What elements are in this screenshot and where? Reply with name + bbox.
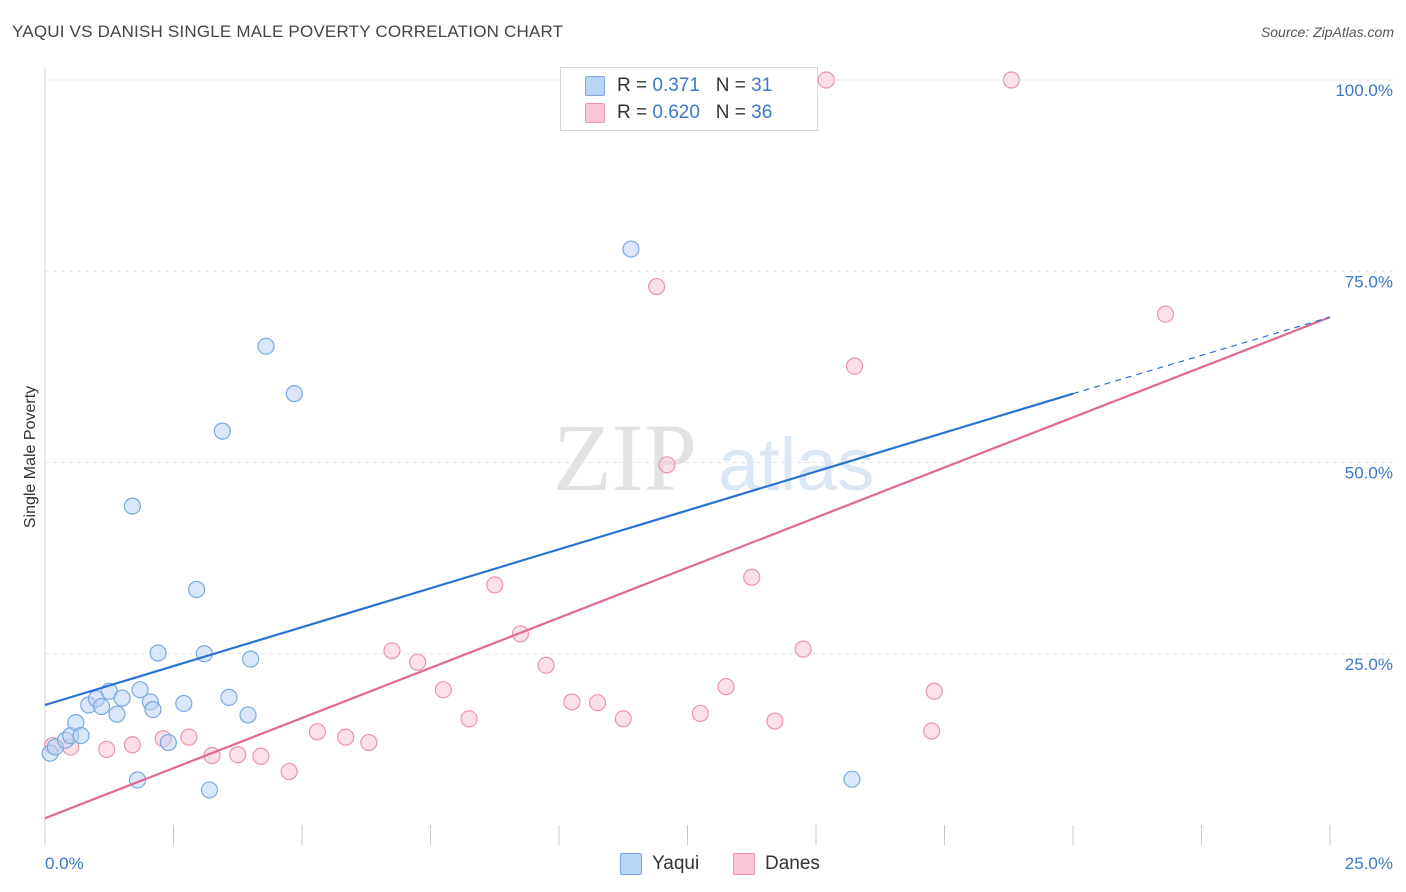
- yaqui-point-10: [108, 705, 126, 723]
- danes-point-7: [229, 746, 247, 764]
- yaqui-point-19: [175, 694, 193, 713]
- danes-point-10: [308, 723, 327, 741]
- yaqui-trend-line: [44, 392, 1074, 707]
- danes-point-12: [360, 733, 378, 752]
- danes-point-29: [794, 640, 812, 658]
- danes-point-16: [460, 710, 478, 728]
- bottom-legend-danes: Danes: [733, 851, 820, 877]
- x-tick-label-1: 25.0%: [1345, 854, 1393, 873]
- watermark: ZIP atlas: [553, 404, 874, 511]
- y-axis-label: Single Male Poverty: [22, 386, 39, 528]
- danes-r-label: R =: [617, 102, 653, 123]
- danes-point-15: [434, 681, 452, 699]
- yaqui-point-23: [213, 422, 231, 440]
- danes-point-11: [337, 728, 355, 746]
- yaqui-point-24: [220, 688, 238, 706]
- danes-point-13: [383, 642, 401, 660]
- danes-point-21: [588, 694, 607, 712]
- yaqui-point-30: [843, 770, 861, 788]
- danes-point-25: [691, 704, 709, 723]
- yaqui-point-20: [188, 580, 206, 599]
- danes-point-33: [925, 682, 943, 700]
- danes-point-34: [1002, 71, 1020, 89]
- y-tick-label-3: 100.0%: [1335, 81, 1393, 100]
- yaqui-point-27: [257, 337, 275, 355]
- danes-point-23: [648, 277, 666, 296]
- yaqui-n-value: 31: [751, 75, 773, 96]
- danes-point-24: [658, 456, 676, 474]
- yaqui-r-value: 0.371: [652, 75, 700, 96]
- correlation-legend: R = 0.371 N = 31 R = 0.620 N = 36: [560, 67, 818, 131]
- yaqui-point-25: [239, 706, 257, 724]
- yaqui-point-14: [131, 681, 149, 699]
- danes-point-32: [923, 722, 941, 740]
- legend-row-yaqui: R = 0.371 N = 31: [585, 73, 773, 99]
- yaqui-n-label: N =: [715, 75, 752, 96]
- danes-point-9: [280, 762, 298, 781]
- danes-swatch: [585, 103, 605, 123]
- y-tick-label-2: 75.0%: [1345, 272, 1393, 291]
- yaqui-point-17: [149, 644, 167, 662]
- yaqui-point-26: [242, 650, 260, 668]
- chart-title: YAQUI VS DANISH SINGLE MALE POVERTY CORR…: [12, 22, 564, 41]
- danes-point-8: [252, 747, 270, 765]
- danes-point-19: [537, 656, 555, 674]
- danes-point-22: [614, 710, 632, 728]
- yaqui-swatch: [585, 76, 605, 96]
- danes-r-value: 0.620: [652, 102, 700, 123]
- yaqui-point-29: [622, 240, 640, 258]
- x-tick-label-0: 0.0%: [45, 854, 84, 873]
- bottom-danes-label: Danes: [765, 853, 820, 874]
- yaqui-points: [41, 240, 861, 799]
- danes-point-26: [717, 678, 735, 696]
- yaqui-point-22: [200, 781, 219, 799]
- danes-point-17: [486, 576, 504, 594]
- y-tick-label-1: 50.0%: [1345, 464, 1393, 483]
- gridlines: [45, 79, 1395, 655]
- danes-point-27: [743, 568, 761, 586]
- yaqui-point-8: [92, 697, 111, 716]
- bottom-legend-yaqui: Yaqui: [620, 851, 699, 877]
- danes-n-label: N =: [715, 102, 752, 123]
- y-tick-label-0: 25.0%: [1345, 655, 1393, 674]
- axes: [44, 68, 1331, 845]
- tick-labels: 25.0% 50.0% 75.0% 100.0% 0.0% 25.0%: [45, 81, 1393, 873]
- danes-point-5: [180, 728, 198, 746]
- yaqui-point-12: [123, 497, 141, 515]
- danes-point-14: [409, 653, 427, 671]
- yaqui-point-28: [285, 385, 303, 403]
- danes-point-30: [817, 71, 835, 89]
- watermark-zip: ZIP: [553, 404, 697, 511]
- danes-point-31: [845, 357, 864, 375]
- legend-row-danes: R = 0.620 N = 36: [585, 100, 773, 126]
- danes-point-3: [123, 736, 141, 754]
- danes-trend-line: [44, 316, 1331, 820]
- yaqui-point-5: [72, 727, 90, 745]
- source-credit: Source: ZipAtlas.com: [1260, 24, 1394, 40]
- bottom-danes-swatch: [733, 853, 755, 875]
- danes-n-value: 36: [751, 102, 773, 123]
- yaqui-trend-extension: [1072, 316, 1331, 395]
- yaqui-point-18: [159, 733, 177, 752]
- danes-point-2: [98, 740, 116, 758]
- danes-point-20: [563, 693, 581, 711]
- bottom-yaqui-swatch: [620, 853, 642, 875]
- yaqui-point-16: [144, 700, 162, 719]
- yaqui-r-label: R =: [617, 75, 653, 96]
- trend-lines: [44, 316, 1331, 820]
- bottom-yaqui-label: Yaqui: [652, 853, 700, 874]
- yaqui-point-11: [113, 689, 131, 707]
- danes-point-35: [1156, 305, 1175, 323]
- danes-point-28: [766, 712, 784, 730]
